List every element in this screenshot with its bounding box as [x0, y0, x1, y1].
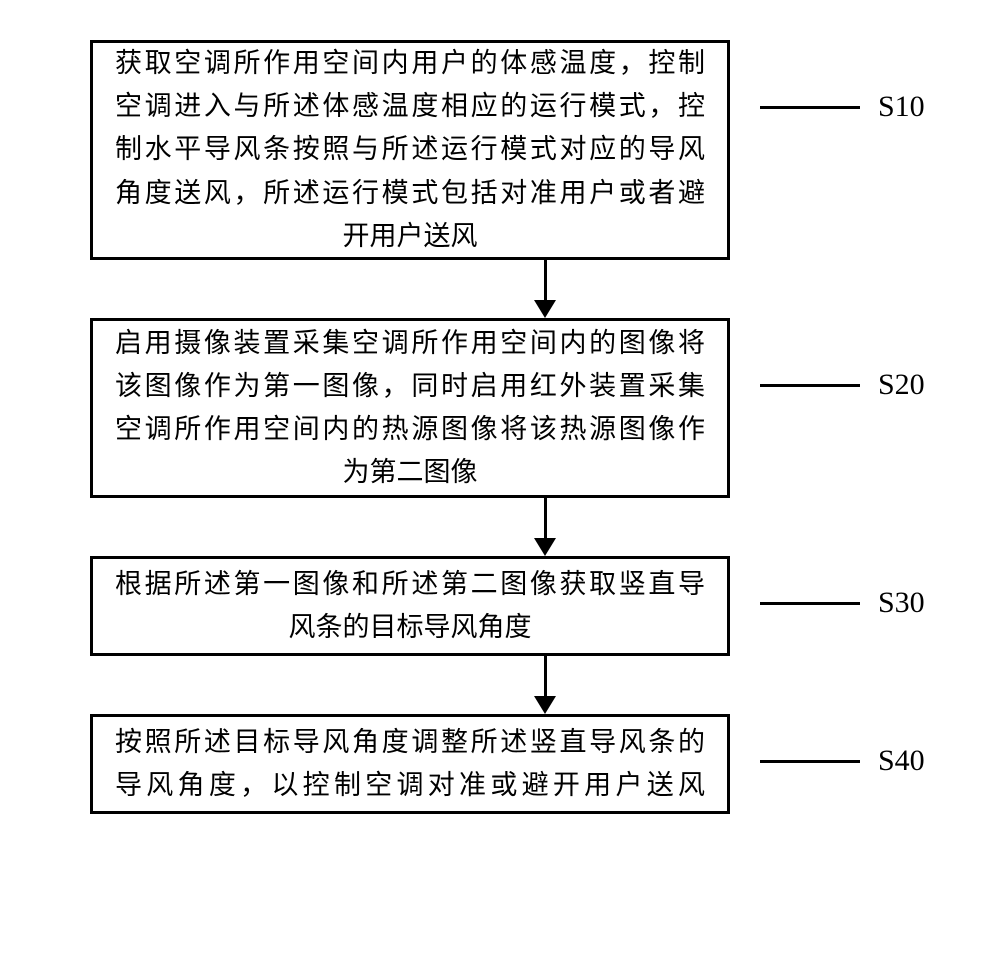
- step-4-label-group: S40: [760, 744, 925, 778]
- connector-line-4: [760, 760, 860, 763]
- connector-line-1: [760, 106, 860, 109]
- step-3-box: 根据所述第一图像和所述第二图像获取竖直导 风条的目标导风角度: [90, 556, 730, 656]
- step-1-container: 获取空调所作用空间内用户的体感温度，控制 空调进入与所述体感温度相应的运行模式，…: [60, 40, 1000, 260]
- step-3-label-group: S30: [760, 586, 925, 620]
- step-4-box: 按照所述目标导风角度调整所述竖直导风条的 导风角度，以控制空调对准或避开用户送风: [90, 714, 730, 814]
- step-3-container: 根据所述第一图像和所述第二图像获取竖直导 风条的目标导风角度 S30: [60, 556, 1000, 656]
- step-1-label: S10: [878, 90, 925, 124]
- step-4-container: 按照所述目标导风角度调整所述竖直导风条的 导风角度，以控制空调对准或避开用户送风…: [60, 714, 1000, 814]
- step-4-line-1: 按照所述目标导风角度调整所述竖直导风条的: [115, 721, 705, 764]
- step-2-label-group: S20: [760, 368, 925, 402]
- step-2-line-3: 空调所作用空间内的热源图像将该热源图像作: [115, 408, 705, 451]
- step-2-container: 启用摄像装置采集空调所作用空间内的图像将 该图像作为第一图像，同时启用红外装置采…: [60, 318, 1000, 498]
- step-4-line-2: 导风角度，以控制空调对准或避开用户送风: [115, 764, 705, 807]
- step-2-box: 启用摄像装置采集空调所作用空间内的图像将 该图像作为第一图像，同时启用红外装置采…: [90, 318, 730, 498]
- arrow-3-head: [534, 696, 556, 714]
- step-2-line-1: 启用摄像装置采集空调所作用空间内的图像将: [115, 322, 705, 365]
- step-2-line-2: 该图像作为第一图像，同时启用红外装置采集: [115, 365, 705, 408]
- step-3-line-1: 根据所述第一图像和所述第二图像获取竖直导: [115, 563, 705, 606]
- connector-line-3: [760, 602, 860, 605]
- flowchart-container: 获取空调所作用空间内用户的体感温度，控制 空调进入与所述体感温度相应的运行模式，…: [0, 40, 1000, 814]
- step-1-line-3: 制水平导风条按照与所述运行模式对应的导风: [115, 128, 705, 171]
- step-4-label: S40: [878, 744, 925, 778]
- step-2-line-4: 为第二图像: [115, 451, 705, 494]
- step-3-label: S30: [878, 586, 925, 620]
- arrow-1-line: [544, 260, 547, 300]
- step-2-text: 启用摄像装置采集空调所作用空间内的图像将 该图像作为第一图像，同时启用红外装置采…: [115, 322, 705, 495]
- step-3-text: 根据所述第一图像和所述第二图像获取竖直导 风条的目标导风角度: [115, 563, 705, 649]
- step-1-box: 获取空调所作用空间内用户的体感温度，控制 空调进入与所述体感温度相应的运行模式，…: [90, 40, 730, 260]
- arrow-2: [225, 498, 865, 556]
- step-1-text: 获取空调所作用空间内用户的体感温度，控制 空调进入与所述体感温度相应的运行模式，…: [115, 42, 705, 258]
- arrow-2-line: [544, 498, 547, 538]
- step-1-label-group: S10: [760, 90, 925, 124]
- step-1-line-4: 角度送风，所述运行模式包括对准用户或者避: [115, 172, 705, 215]
- step-2-label: S20: [878, 368, 925, 402]
- step-3-line-2: 风条的目标导风角度: [115, 606, 705, 649]
- step-1-line-5: 开用户送风: [115, 215, 705, 258]
- arrow-2-head: [534, 538, 556, 556]
- connector-line-2: [760, 384, 860, 387]
- arrow-1: [225, 260, 865, 318]
- step-1-line-2: 空调进入与所述体感温度相应的运行模式，控: [115, 85, 705, 128]
- arrow-3-line: [544, 656, 547, 696]
- arrow-1-head: [534, 300, 556, 318]
- step-1-line-1: 获取空调所作用空间内用户的体感温度，控制: [115, 42, 705, 85]
- step-4-text: 按照所述目标导风角度调整所述竖直导风条的 导风角度，以控制空调对准或避开用户送风: [115, 721, 705, 807]
- arrow-3: [225, 656, 865, 714]
